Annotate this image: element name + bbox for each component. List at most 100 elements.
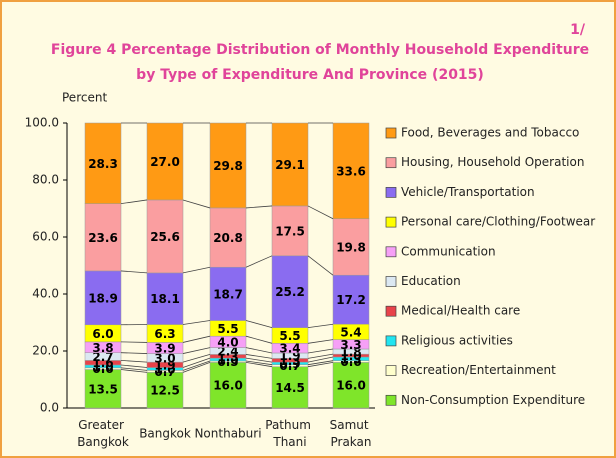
legend-label: Communication [401, 244, 496, 258]
value-label: 33.6 [336, 164, 366, 178]
value-label: 16.0 [213, 379, 243, 393]
value-label: 6.0 [92, 327, 113, 341]
value-label: 27.0 [150, 155, 180, 169]
connector [182, 354, 211, 363]
legend-label: Personal care/Clothing/Footwear [401, 215, 595, 229]
value-label: 18.7 [213, 287, 243, 301]
legend-label: Education [401, 274, 461, 288]
connector [307, 323, 334, 329]
bar-segment [271, 255, 309, 328]
legend-swatch [385, 394, 397, 406]
legend-label: Medical/Health care [401, 304, 520, 318]
bar-segment [209, 266, 247, 321]
value-label: 12.5 [150, 384, 180, 398]
value-label: 13.5 [88, 382, 118, 396]
legend-label: Housing, Household Operation [401, 155, 584, 169]
legend-swatch [385, 305, 397, 317]
y-tick-label: 100.0 [25, 116, 59, 130]
value-label: 16.0 [336, 379, 366, 393]
bar-segment [209, 362, 247, 409]
legend-swatch [385, 365, 397, 376]
bar-segment [332, 122, 370, 220]
connector [120, 199, 148, 205]
legend-label: Vehicle/Transportation [401, 185, 535, 199]
y-axis-label: Percent [62, 91, 107, 105]
connector [182, 357, 211, 368]
x-tick-label: Greater Bangkok [77, 418, 129, 449]
legend-swatch [385, 157, 397, 169]
bar-segment [209, 122, 247, 209]
connector [120, 352, 148, 354]
connector [120, 270, 148, 274]
chart-title: Figure 4 Percentage Distribution of Mont… [51, 42, 589, 58]
value-label: 5.5 [279, 329, 300, 343]
connector [307, 255, 334, 276]
value-label: 25.2 [275, 285, 305, 299]
value-label: 18.9 [88, 291, 118, 305]
value-label: 23.6 [88, 231, 118, 245]
value-label: 14.5 [275, 381, 305, 395]
connector [245, 362, 273, 368]
connector [307, 205, 334, 220]
value-label: 3.9 [154, 342, 175, 356]
bar-segment [332, 362, 370, 409]
bar-segment [271, 366, 309, 409]
connector [307, 348, 334, 354]
y-tick-label: 40.0 [32, 287, 59, 301]
value-label: 25.6 [150, 230, 180, 244]
value-label: 5.4 [340, 325, 361, 339]
legend-swatch [385, 246, 397, 258]
legend-label: Religious activities [401, 333, 513, 347]
connector [120, 364, 148, 368]
bar-segment [332, 218, 370, 276]
legend-swatch [385, 127, 397, 139]
y-tick-label: 20.0 [32, 344, 59, 358]
value-label: 20.8 [213, 231, 243, 245]
connector [182, 362, 211, 373]
connector [120, 369, 148, 373]
connector [182, 266, 211, 274]
connector [245, 347, 273, 354]
connector [307, 356, 334, 363]
legend-label: Recreation/Entertainment [401, 363, 556, 377]
value-label: 3.0 [154, 351, 175, 365]
bar-segment [146, 122, 184, 201]
value-label: 2.7 [92, 350, 113, 364]
connector [120, 360, 148, 363]
value-label: 17.5 [275, 224, 305, 238]
connector [307, 362, 334, 368]
value-label: 6.3 [154, 327, 175, 341]
connector [120, 341, 148, 343]
connector [245, 320, 273, 329]
value-label: 3.3 [340, 338, 361, 352]
y-tick-label: 60.0 [32, 230, 59, 244]
x-tick-label: Samut Prakan [330, 418, 373, 449]
value-label: 28.3 [88, 157, 118, 171]
connector [245, 205, 273, 209]
connector [307, 339, 334, 344]
connector [245, 360, 273, 366]
connector [182, 320, 211, 325]
connector [245, 357, 273, 363]
connector [307, 360, 334, 366]
value-label: 5.5 [217, 322, 238, 336]
x-tick-label: Nonthaburi [194, 427, 261, 441]
legend-swatch [385, 187, 397, 198]
legend-swatch [385, 335, 397, 347]
chart-title: by Type of Expenditure And Province (201… [136, 67, 484, 83]
connector [245, 354, 273, 359]
value-label: 29.8 [213, 159, 243, 173]
x-tick-label: Bangkok [139, 427, 191, 441]
value-label: 17.2 [336, 293, 366, 307]
legend-swatch [385, 216, 397, 228]
bar-segment [209, 207, 247, 268]
connector [245, 335, 273, 344]
connector [245, 255, 273, 268]
value-label: 2.4 [217, 345, 238, 359]
bar-segment [84, 122, 122, 204]
bar-segment [271, 122, 309, 207]
value-label: 18.1 [150, 292, 180, 306]
x-tick-label: Pathum Thani [265, 418, 314, 449]
connector [182, 347, 211, 354]
